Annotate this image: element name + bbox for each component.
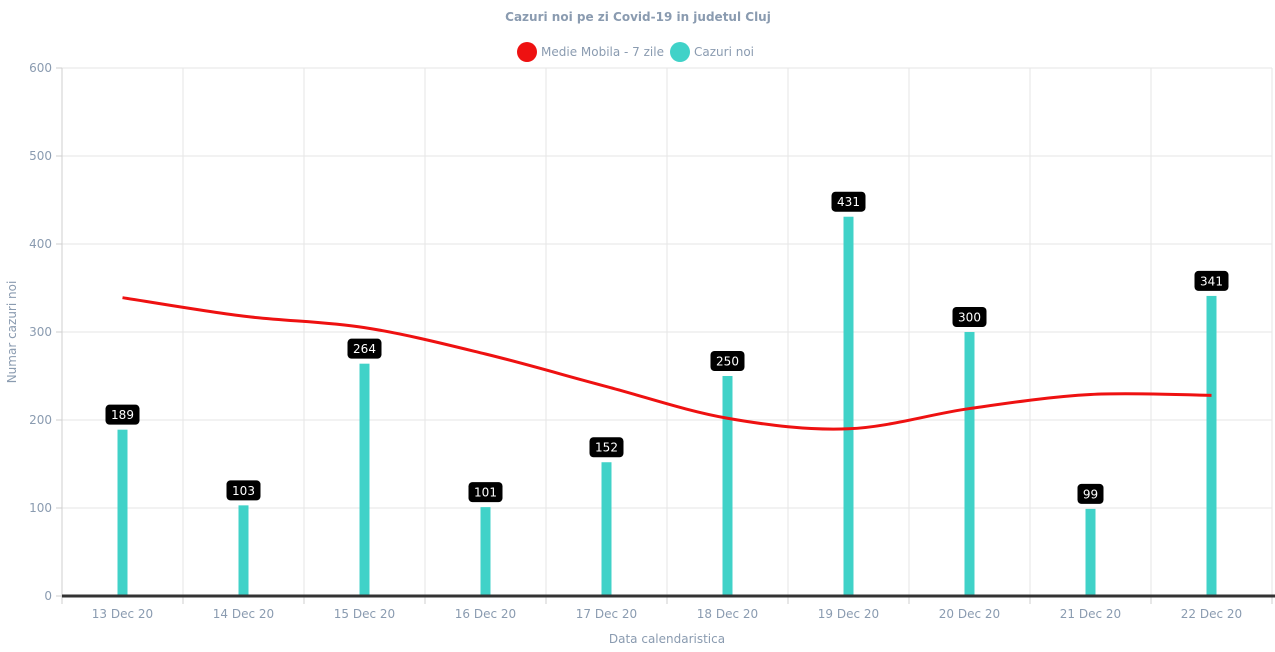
data-label-text: 250 <box>716 355 739 369</box>
data-label: 250 <box>710 351 745 371</box>
data-label: 189 <box>105 404 140 425</box>
legend: Medie Mobila - 7 zile Cazuri noi <box>517 42 754 62</box>
y-tick-label: 0 <box>44 589 52 603</box>
moving-average-line[interactable] <box>122 296 1212 431</box>
x-tick-label: 13 Dec 20 <box>92 607 153 621</box>
legend-label-moving-average: Medie Mobila - 7 zile <box>541 45 664 59</box>
x-tick-label: 16 Dec 20 <box>455 607 516 621</box>
bar[interactable] <box>1085 508 1096 596</box>
bar[interactable] <box>480 507 491 596</box>
legend-label-new-cases: Cazuri noi <box>694 45 754 59</box>
x-tick-label: 18 Dec 20 <box>697 607 758 621</box>
y-tick-label: 100 <box>29 501 52 515</box>
data-label-text: 152 <box>595 441 618 455</box>
y-tick-label: 600 <box>29 61 52 75</box>
legend-swatch-new-cases <box>670 42 690 62</box>
bar[interactable] <box>601 462 612 596</box>
x-tick-label: 22 Dec 20 <box>1181 607 1242 621</box>
data-label: 99 <box>1077 483 1104 504</box>
bar[interactable] <box>117 429 128 596</box>
data-label-box <box>710 351 745 371</box>
bar[interactable] <box>238 505 249 596</box>
data-label-text: 264 <box>353 342 376 356</box>
x-tick-label: 14 Dec 20 <box>213 607 274 621</box>
y-tick-label: 500 <box>29 149 52 163</box>
data-label-text: 99 <box>1083 487 1098 501</box>
legend-swatch-moving-average <box>517 42 537 62</box>
bar[interactable] <box>722 376 733 596</box>
data-label-box <box>347 338 382 359</box>
x-tick-label: 21 Dec 20 <box>1060 607 1121 621</box>
data-label-text: 103 <box>232 484 255 498</box>
data-label-text: 341 <box>1200 274 1223 288</box>
bar[interactable] <box>964 332 975 596</box>
y-axis-title: Numar cazuri noi <box>5 281 19 384</box>
y-axis: 0 100 200 300 400 500 600 <box>29 61 62 603</box>
bar[interactable] <box>843 216 854 596</box>
data-label-text: 101 <box>474 486 497 500</box>
data-label-box <box>1077 483 1104 504</box>
data-label: 300 <box>952 307 987 327</box>
data-label-box <box>105 404 140 425</box>
data-label-box <box>589 437 624 458</box>
bar[interactable] <box>1206 295 1217 596</box>
bar[interactable] <box>359 363 370 596</box>
chart-title: Cazuri noi pe zi Covid-19 in judetul Clu… <box>505 10 771 24</box>
data-label-text: 300 <box>958 311 981 325</box>
data-label-text: 189 <box>111 408 134 422</box>
x-tick-label: 15 Dec 20 <box>334 607 395 621</box>
data-label: 101 <box>468 482 503 503</box>
data-label-box <box>952 307 987 327</box>
data-label: 431 <box>831 191 866 212</box>
x-tick-label: 20 Dec 20 <box>939 607 1000 621</box>
data-labels: 189 103 264 101 152 250 431 300 99 341 <box>105 191 1229 504</box>
data-label-box <box>468 482 503 503</box>
x-axis-title: Data calendaristica <box>609 632 725 646</box>
bar-series <box>62 216 1275 598</box>
data-label-box <box>1194 270 1229 291</box>
data-label-text: 431 <box>837 195 860 209</box>
legend-item-moving-average[interactable]: Medie Mobila - 7 zile <box>517 42 664 62</box>
gridlines <box>61 67 1273 604</box>
data-label: 264 <box>347 338 382 359</box>
line-series <box>122 296 1212 431</box>
x-tick-label: 19 Dec 20 <box>818 607 879 621</box>
y-tick-label: 200 <box>29 413 52 427</box>
x-axis: 13 Dec 20 14 Dec 20 15 Dec 20 16 Dec 20 17 D… <box>61 596 1273 621</box>
y-tick-label: 300 <box>29 325 52 339</box>
data-label-box <box>226 480 261 501</box>
x-tick-label: 17 Dec 20 <box>576 607 637 621</box>
y-tick-label: 400 <box>29 237 52 251</box>
data-label: 103 <box>226 480 261 501</box>
data-label-box <box>831 191 866 212</box>
legend-item-new-cases[interactable]: Cazuri noi <box>670 42 754 62</box>
data-label: 341 <box>1194 270 1229 291</box>
data-label: 152 <box>589 437 624 458</box>
